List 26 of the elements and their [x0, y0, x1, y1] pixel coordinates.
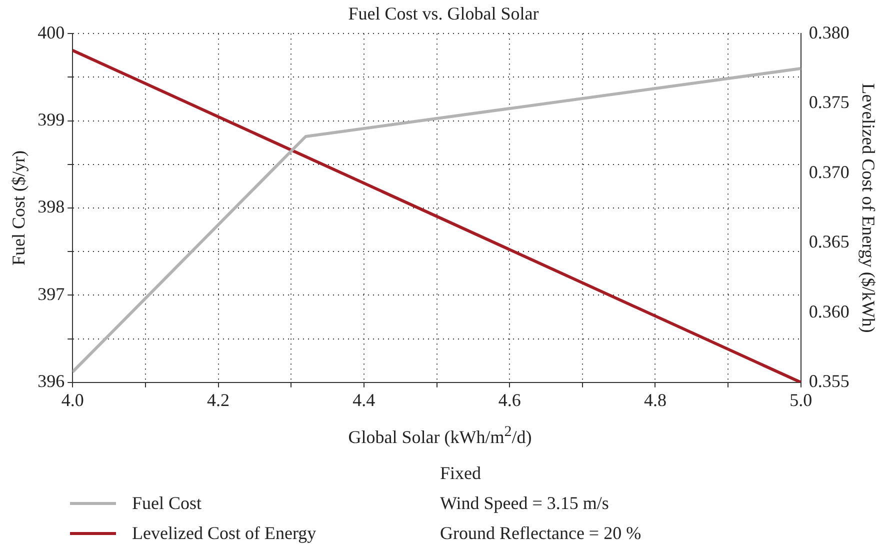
- x-axis-title: Global Solar (kWh/m$^{2}$/d): [347, 424, 533, 448]
- y2-tick-label: 0.380: [808, 22, 850, 42]
- x-tick-label: 5.0: [790, 390, 812, 410]
- y2-tick-label: 0.365: [808, 232, 850, 252]
- legend-label: Fuel Cost: [132, 492, 202, 514]
- y-tick-label: 396: [38, 371, 65, 392]
- x-tick-label: 4.6: [498, 390, 521, 410]
- y2-tick-label: 0.370: [808, 162, 850, 182]
- x-tick-label: 4.2: [207, 390, 230, 410]
- y-tick-label: 400: [38, 22, 65, 42]
- legend-label: Levelized Cost of Energy: [132, 522, 316, 544]
- y2-tick-label: 0.360: [808, 301, 850, 322]
- x-tick-label: 4.4: [352, 390, 376, 410]
- y2-tick-label: 0.355: [808, 371, 850, 392]
- x-tick-label: 4.0: [61, 390, 84, 410]
- text: Ground Reflectance = 20 %: [440, 522, 642, 545]
- y2-tick-label: 0.375: [808, 92, 850, 112]
- y-tick-label: 397: [38, 284, 65, 304]
- text: Fixed: [440, 462, 482, 485]
- y-tick-label: 399: [38, 110, 65, 130]
- text: Wind Speed = 3.15 m/s: [440, 492, 610, 515]
- y-tick-label: 398: [38, 196, 65, 217]
- y-axis-title: Fuel Cost ($/yr): [8, 150, 29, 266]
- chart-title: Fuel Cost vs. Global Solar: [348, 4, 539, 24]
- x-tick-label: 4.8: [644, 390, 666, 410]
- y2-axis-title: Levelized Cost of Energy ($/kWh): [858, 83, 878, 333]
